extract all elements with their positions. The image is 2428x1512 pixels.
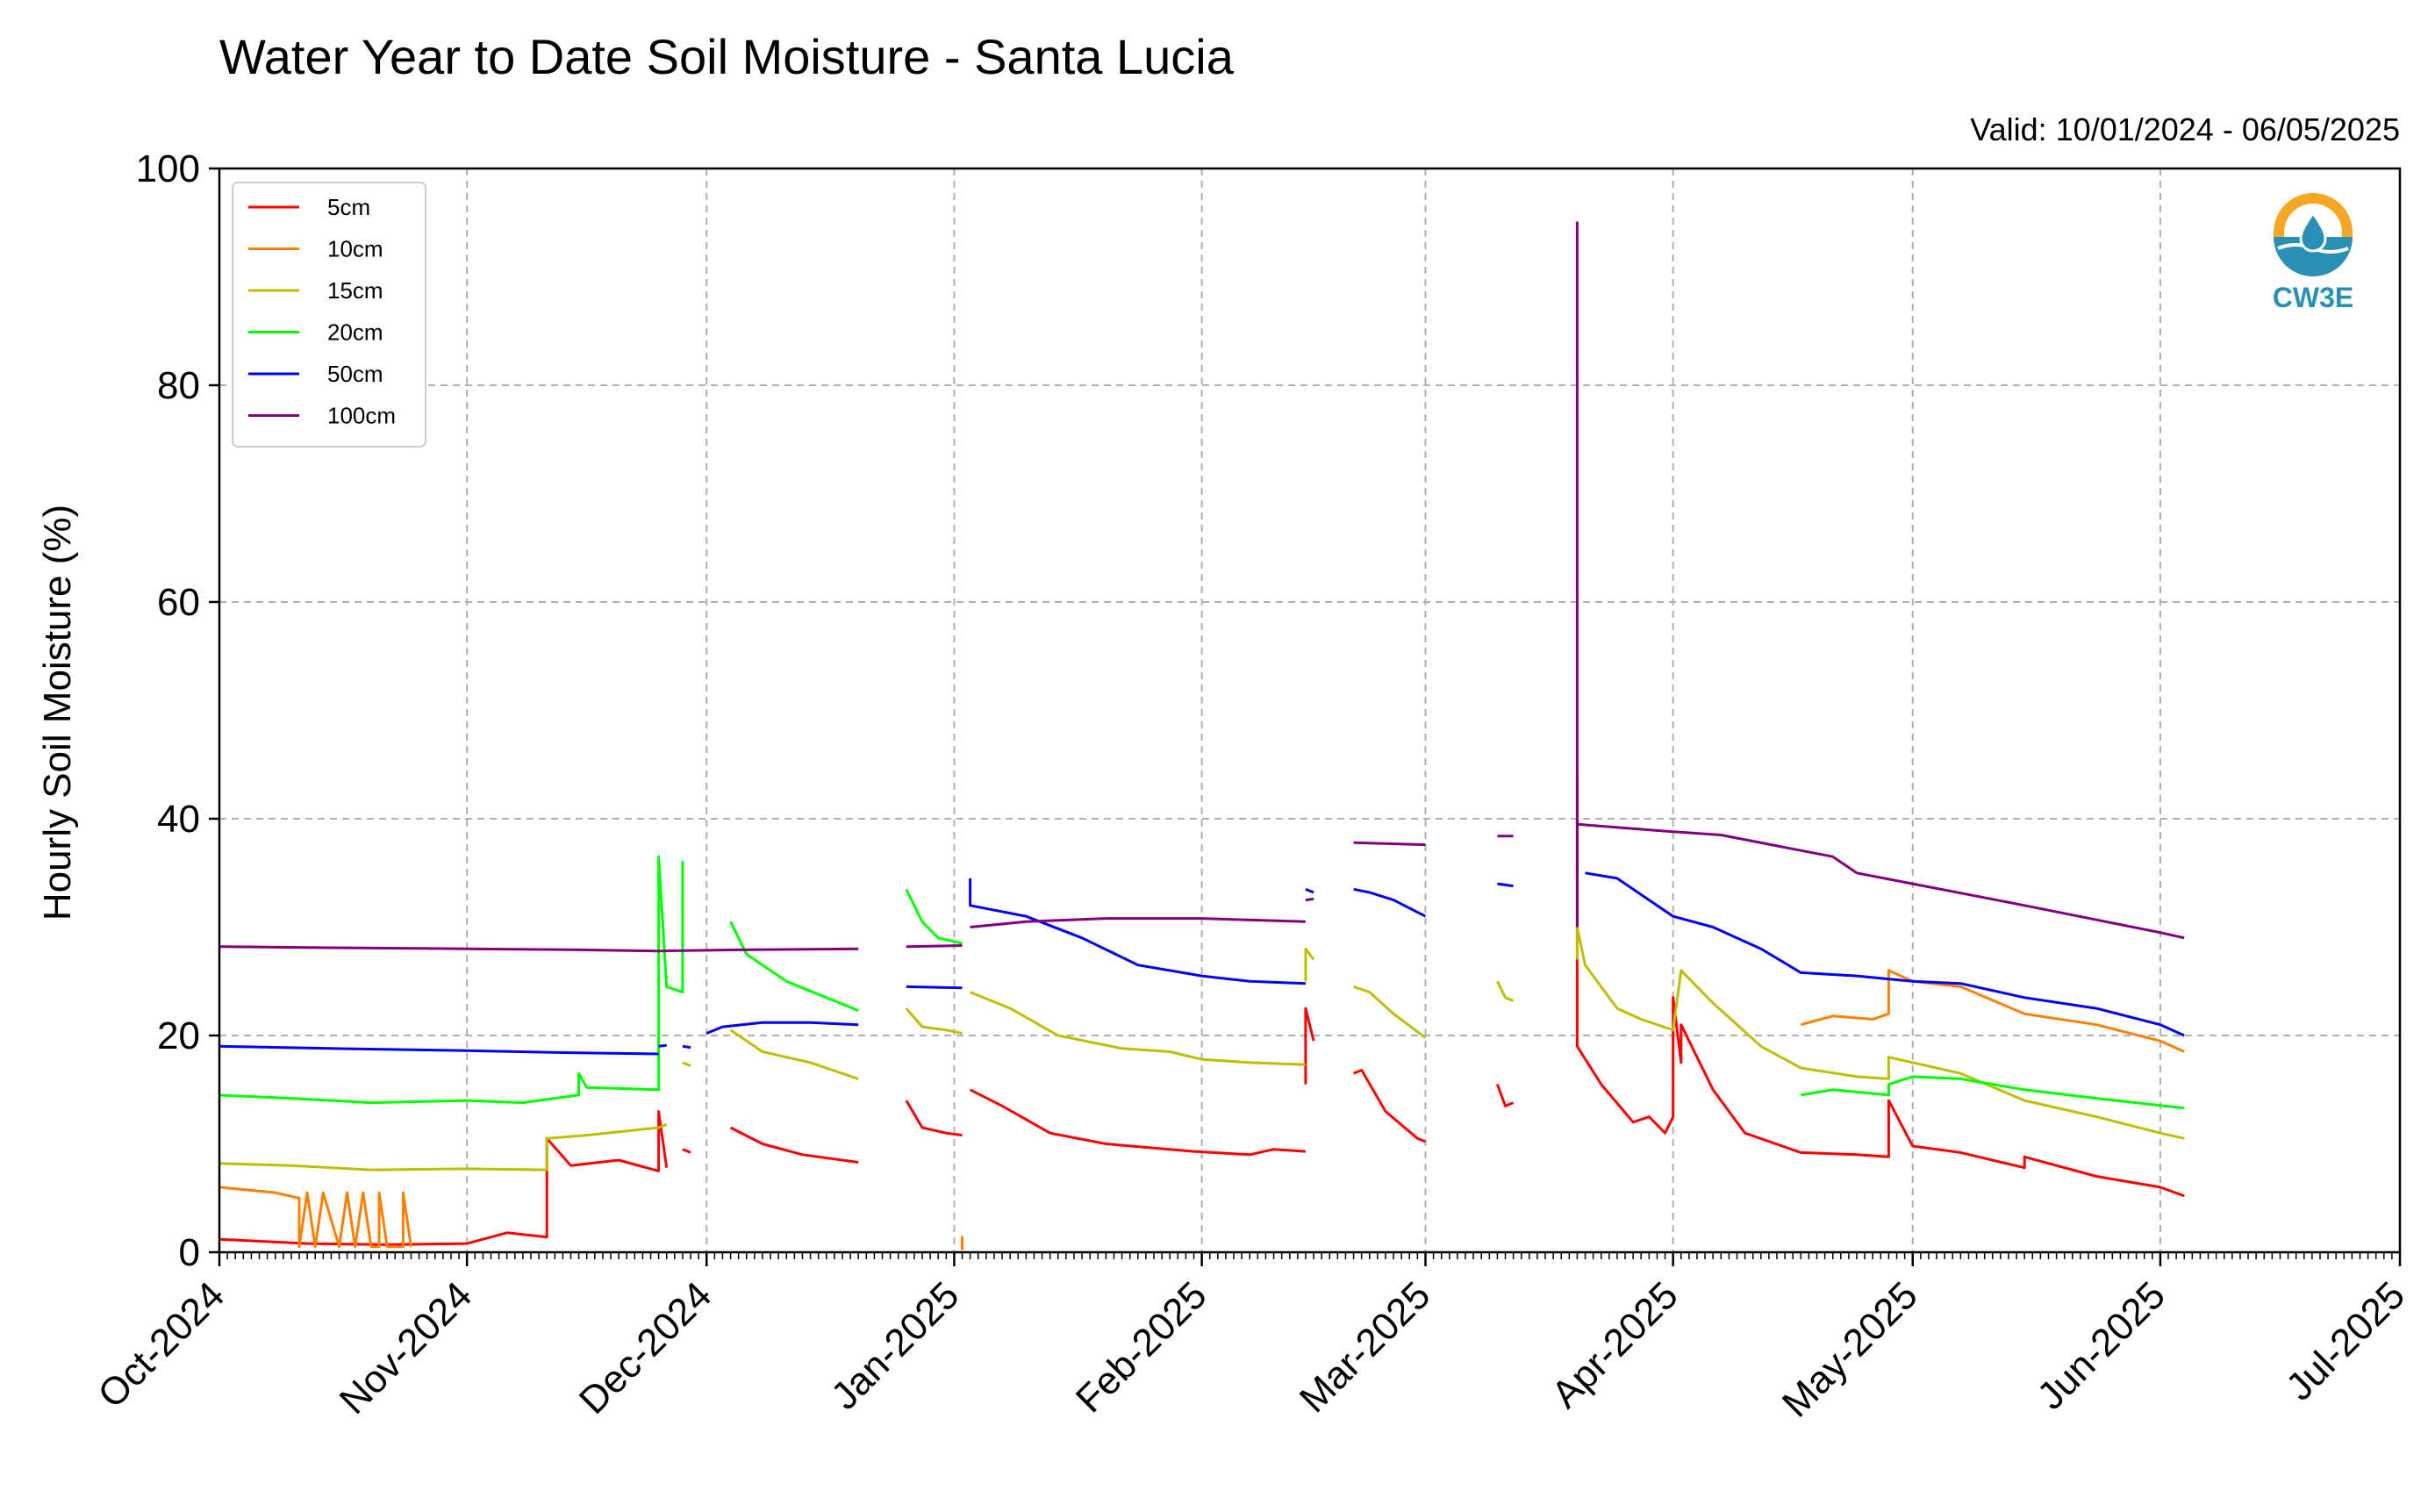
series-50cm — [218, 871, 2185, 1056]
series-line-50cm — [705, 1021, 859, 1035]
legend-label: 15cm — [327, 277, 383, 304]
series-line-15cm — [1353, 985, 1427, 1039]
logo-wave — [2274, 237, 2353, 276]
series-line-5cm — [1304, 1007, 1315, 1085]
series-line-15cm — [905, 1007, 963, 1035]
y-tick-label: 0 — [179, 1231, 200, 1274]
y-tick-label: 20 — [157, 1014, 200, 1057]
series-line-50cm — [218, 1044, 659, 1056]
series-line-100cm — [970, 917, 1306, 928]
series-line-15cm — [1304, 947, 1315, 982]
series-line-5cm — [682, 1148, 691, 1154]
series-layer — [218, 221, 2185, 1250]
series-line-5cm — [905, 1100, 963, 1137]
series-line-5cm — [1495, 1084, 1515, 1107]
series-line-50cm — [658, 1043, 667, 1048]
y-tick-label: 80 — [157, 364, 200, 407]
plot-frame — [218, 167, 2402, 1254]
cw3e-logo: CW3E — [2273, 193, 2353, 313]
water-drop-icon — [2299, 211, 2327, 253]
valid-date-range: Valid: 10/01/2024 - 06/05/2025 — [1970, 111, 2400, 147]
series-line-100cm — [218, 945, 859, 953]
legend-label: 5cm — [327, 194, 370, 220]
series-line-20cm — [1801, 1075, 2185, 1110]
series-line-15cm — [729, 1028, 859, 1080]
logo-text: CW3E — [2273, 282, 2353, 313]
series-line-20cm — [729, 921, 859, 1012]
series-line-50cm — [906, 985, 963, 990]
series-line-10cm — [218, 1186, 412, 1249]
series-line-5cm — [1353, 1069, 1427, 1143]
legend-label: 50cm — [327, 361, 383, 387]
series-line-5cm — [729, 1126, 859, 1164]
series-5cm — [218, 774, 2185, 1246]
series-line-15cm — [682, 1061, 691, 1067]
series-line-50cm — [1305, 887, 1314, 894]
series-line-50cm — [969, 878, 1306, 985]
series-line-100cm — [906, 944, 963, 949]
legend: 5cm 10cm 15cm 20cm 50cm 100cm — [232, 182, 426, 448]
series-20cm — [218, 855, 2185, 1110]
y-tick-label: 60 — [157, 581, 200, 624]
series-line-15cm — [1575, 926, 2185, 1140]
series-line-15cm — [1496, 980, 1515, 1002]
y-tick-label: 100 — [136, 147, 200, 190]
series-line-50cm — [1353, 887, 1427, 918]
series-line-5cm — [218, 1110, 669, 1246]
series-15cm — [218, 926, 2185, 1172]
series-line-5cm — [1575, 774, 2185, 1198]
legend-label: 20cm — [327, 319, 383, 346]
series-100cm — [218, 221, 2185, 953]
series-line-100cm — [1353, 841, 1426, 847]
y-tick-label: 40 — [157, 798, 200, 841]
legend-label: 10cm — [327, 236, 383, 262]
series-line-100cm — [1575, 221, 2185, 940]
series-line-50cm — [1585, 871, 2185, 1037]
series-line-20cm — [218, 855, 684, 1105]
y-axis-label: Hourly Soil Moisture (%) — [36, 505, 79, 921]
gridlines — [219, 168, 2400, 1252]
series-line-5cm — [969, 1088, 1306, 1157]
series-line-20cm — [905, 888, 963, 945]
legend-label: 100cm — [327, 403, 396, 429]
series-line-15cm — [218, 1122, 668, 1172]
chart-title: Water Year to Date Soil Moisture - Santa… — [219, 29, 1235, 84]
series-line-15cm — [970, 991, 1306, 1066]
series-line-50cm — [682, 1044, 691, 1050]
y-axis: 0 20 40 60 80 100 — [136, 147, 219, 1274]
series-line-50cm — [1497, 882, 1514, 888]
